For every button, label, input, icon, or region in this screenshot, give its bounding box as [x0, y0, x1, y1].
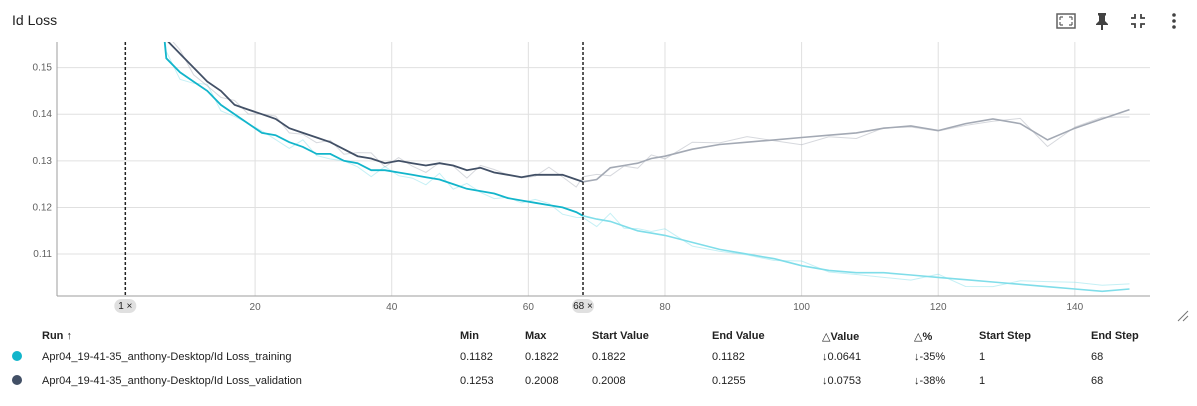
delta-value-column-header[interactable]: △Value	[822, 330, 860, 343]
start-value: 0.1822	[592, 351, 626, 363]
x-tick-label: 20	[250, 302, 262, 313]
chart-toolbar	[1055, 10, 1185, 32]
run-color-swatch	[12, 345, 42, 369]
start-step: 1	[979, 375, 986, 387]
end-step: 68	[1091, 375, 1104, 387]
x-tick-label: 100	[793, 302, 810, 313]
series-line[interactable]	[153, 36, 584, 217]
series-line-outside-range	[582, 215, 1130, 293]
delta-value: ↓0.0753	[822, 375, 862, 387]
run-name: Apr04_19-41-35_anthony-Desktop/Id Loss_v…	[42, 375, 302, 387]
y-tick-label: 0.15	[33, 63, 53, 74]
pin-icon[interactable]	[1091, 10, 1113, 32]
x-tick-label: 80	[659, 302, 671, 313]
run-column-header[interactable]: Run ↑	[42, 330, 72, 342]
start-value: 0.2008	[592, 375, 626, 387]
range-start-chip[interactable]	[114, 299, 137, 313]
delta-pct: ↓-38%	[914, 375, 946, 387]
line-chart[interactable]: 0.11 0.12 0.13 0.14 0.15 20 40 60 80 100 120 140 1 ×…	[0, 36, 1197, 326]
x-tick-label: 140	[1067, 302, 1084, 313]
end-value-column-header[interactable]: End Value	[712, 330, 765, 342]
fullscreen-icon[interactable]	[1055, 10, 1077, 32]
y-tick-label: 0.12	[33, 202, 53, 213]
resize-handle-icon[interactable]	[1177, 310, 1189, 322]
run-color-swatch	[12, 369, 42, 393]
run-table: Run ↑ Min Max Start Value End Value △Val…	[12, 327, 1171, 393]
color-column-header	[12, 327, 42, 345]
validation-color-dot	[12, 374, 22, 385]
more-vert-icon[interactable]	[1163, 10, 1185, 32]
end-value: 0.1182	[712, 351, 745, 363]
table-row[interactable]: Apr04_19-41-35_anthony-Desktop/Id Loss_v…	[12, 369, 1171, 393]
table-row[interactable]: Apr04_19-41-35_anthony-Desktop/Id Loss_t…	[12, 345, 1171, 369]
min-value: 0.1253	[460, 375, 494, 387]
min-value: 0.1182	[460, 351, 493, 363]
y-tick-label: 0.13	[33, 156, 53, 167]
start-value-column-header[interactable]: Start Value	[592, 330, 649, 342]
max-column-header[interactable]: Max	[525, 330, 547, 342]
x-tick-label: 40	[386, 302, 398, 313]
x-tick-label: 120	[930, 302, 947, 313]
series-line[interactable]	[153, 36, 584, 183]
max-value: 0.2008	[525, 375, 559, 387]
y-tick-label: 0.11	[33, 249, 52, 260]
start-step-column-header[interactable]: Start Step	[979, 330, 1031, 342]
end-step-column-header[interactable]: End Step	[1091, 330, 1139, 342]
end-value: 0.1255	[712, 375, 746, 387]
min-column-header[interactable]: Min	[460, 330, 479, 342]
run-table-header: Run ↑ Min Max Start Value End Value △Val…	[12, 327, 1171, 345]
delta-value: ↓0.0641	[822, 351, 862, 363]
max-value: 0.1822	[525, 351, 559, 363]
training-color-dot	[12, 350, 22, 361]
chart-title: Id Loss	[12, 12, 58, 28]
range-end-chip[interactable]	[572, 299, 595, 313]
end-step: 68	[1091, 351, 1104, 363]
y-tick-label: 0.14	[33, 109, 53, 120]
delta-pct: ↓-35%	[914, 351, 946, 363]
start-step: 1	[979, 351, 986, 363]
range-end-label: 68 ×	[573, 301, 593, 312]
collapse-icon[interactable]	[1127, 10, 1149, 32]
delta-pct-column-header[interactable]: △%	[914, 330, 933, 343]
series-line-outside-range	[582, 108, 1130, 183]
run-name: Apr04_19-41-35_anthony-Desktop/Id Loss_t…	[42, 351, 292, 363]
raw-series-line	[172, 42, 1130, 188]
x-tick-label: 60	[523, 302, 535, 313]
range-start-label: 1 ×	[118, 301, 132, 312]
